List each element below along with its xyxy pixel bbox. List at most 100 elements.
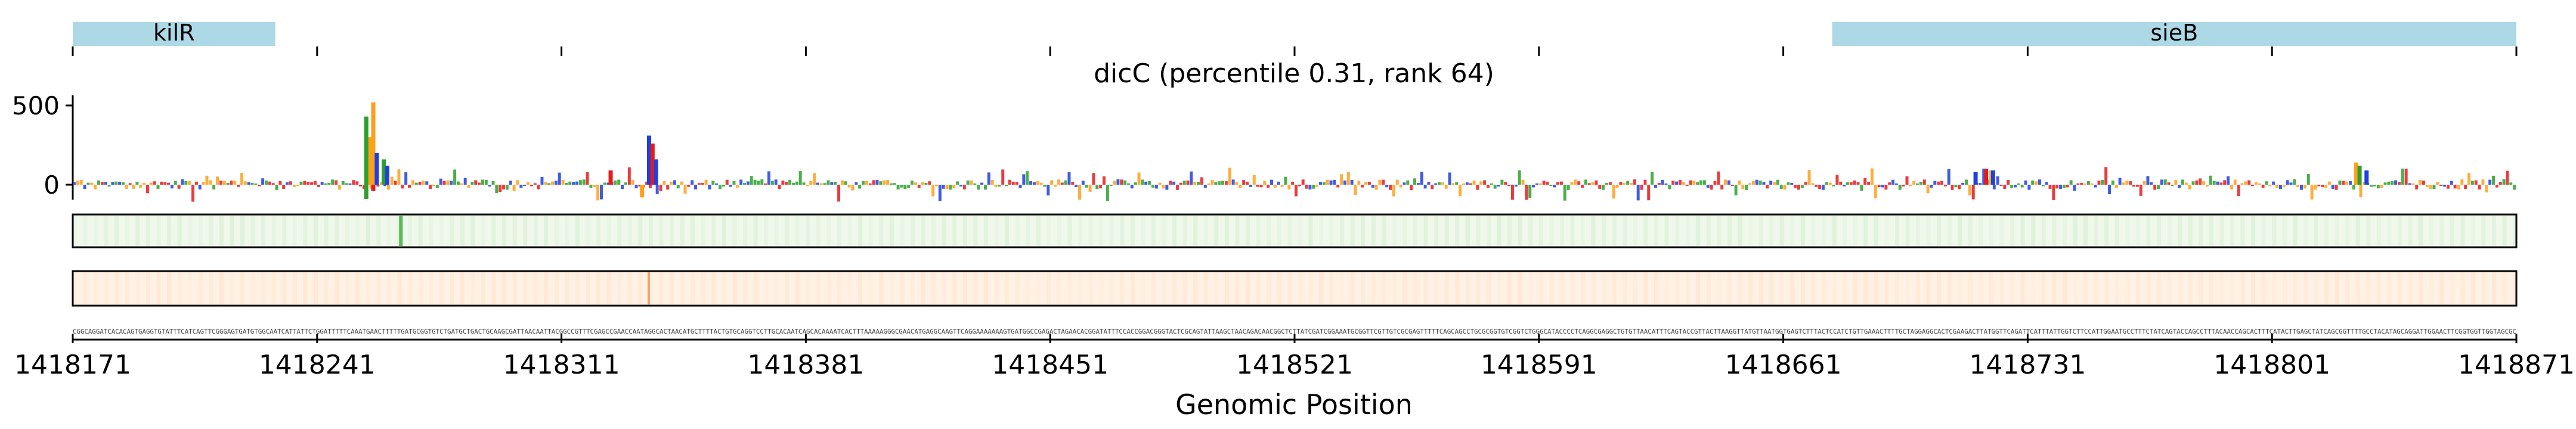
orange-track-cell [1465, 272, 1470, 304]
logo-letter [2446, 185, 2450, 189]
green-track-cell [145, 216, 150, 246]
logo-letter [2310, 185, 2314, 200]
orange-track-cell [1172, 272, 1177, 304]
logo-letter [2216, 181, 2219, 185]
orange-track-cell [983, 272, 988, 304]
logo-letter [1800, 185, 1804, 188]
logo-letter [694, 185, 698, 189]
logo-letter [683, 185, 687, 194]
logo-letter [785, 182, 788, 185]
logo-letter [1843, 185, 1846, 186]
logo-letter [575, 181, 578, 185]
logo-letter [2352, 185, 2355, 190]
logo-letter [247, 182, 250, 185]
logo-letter [2097, 181, 2101, 185]
green-track-cell [1067, 216, 1072, 246]
green-track-cell [680, 216, 685, 246]
logo-letter [1392, 185, 1395, 197]
logo-letter [1256, 185, 1259, 187]
orange-track-cell [83, 272, 88, 304]
logo-letter [1137, 172, 1141, 185]
logo-letter [617, 179, 621, 185]
green-track-cell [1602, 216, 1606, 246]
logo-letter [791, 182, 795, 185]
green-track-cell [1088, 216, 1093, 246]
logo-letter [1832, 185, 1835, 186]
orange-track-cell [2010, 272, 2015, 304]
logo-letter [2376, 185, 2380, 189]
orange-track-cell [1340, 272, 1345, 304]
orange-track-cell [1905, 272, 1910, 304]
orange-track-cell [1371, 272, 1376, 304]
logo-letter [348, 183, 352, 185]
logo-letter [1277, 181, 1280, 185]
logo-letter [1389, 185, 1392, 190]
logo-letter [802, 182, 806, 185]
green-track-cell [691, 216, 695, 246]
green-track-cell [73, 216, 78, 246]
logo-letter [153, 181, 156, 185]
logo-letter [1626, 181, 1630, 185]
green-track-cell [167, 216, 172, 246]
logo-letter [488, 185, 491, 187]
logo-letter [435, 185, 439, 188]
logo-letter [1190, 171, 1193, 185]
logo-letter [1916, 183, 1919, 185]
logo-letter [94, 185, 97, 189]
logo-letter [1490, 183, 1493, 185]
logo-letter [2383, 182, 2387, 185]
logo-letter [627, 167, 631, 185]
logo-letter [2443, 185, 2447, 187]
logo-letter [547, 183, 551, 185]
logo-letter [1497, 185, 1500, 187]
logo-letter [931, 185, 935, 197]
logo-letter [121, 182, 125, 185]
logo-letter [750, 176, 753, 185]
logo-letter [1203, 185, 1207, 188]
logo-letter [1329, 180, 1333, 185]
logo-letter [1591, 182, 1594, 185]
green-track-cell [470, 216, 475, 246]
logo-letter [1804, 182, 1807, 185]
orange-track-cell [889, 272, 894, 304]
logo-letter [1755, 179, 1758, 185]
orange-track-cell [1633, 272, 1637, 304]
green-track-cell [1392, 216, 1397, 246]
logo-letter [1200, 177, 1203, 185]
logo-letter [2048, 185, 2052, 189]
logo-letter [114, 181, 118, 185]
logo-letter [453, 169, 457, 185]
green-track-cell [847, 216, 852, 246]
green-track-cell [565, 216, 569, 246]
logo-letter [795, 181, 798, 185]
logo-letter [386, 185, 390, 190]
orange-track-cell [1874, 272, 1878, 304]
logo-letter [2244, 181, 2247, 185]
logo-letter [1224, 181, 1228, 185]
logo-letter [942, 185, 945, 189]
orange-track-cell [1518, 272, 1522, 304]
orange-track-peak [647, 272, 650, 304]
logo-letter [2150, 182, 2153, 185]
green-track-cell [2513, 216, 2518, 246]
orange-track-cell [1267, 272, 1271, 304]
logo-letter [568, 181, 572, 185]
green-track-cell [2230, 216, 2234, 246]
orange-track-cell [240, 272, 245, 304]
logo-letter [1839, 181, 1843, 185]
orange-track-cell [962, 272, 967, 304]
orange-track-cell [1779, 272, 1784, 304]
green-track-cell [1256, 216, 1261, 246]
logo-letter [369, 185, 373, 189]
logo-letter [715, 183, 719, 185]
logo-letter [1151, 185, 1154, 188]
logo-letter [2240, 183, 2244, 185]
green-track-cell [1832, 216, 1837, 246]
logo-letter [2062, 185, 2066, 188]
orange-track-cell [973, 272, 978, 304]
orange-track-cell [1623, 272, 1627, 304]
green-track-cell [1800, 216, 1805, 246]
logo-letter [935, 185, 938, 186]
logo-letter [1636, 185, 1640, 201]
orange-track-cell [282, 272, 287, 304]
